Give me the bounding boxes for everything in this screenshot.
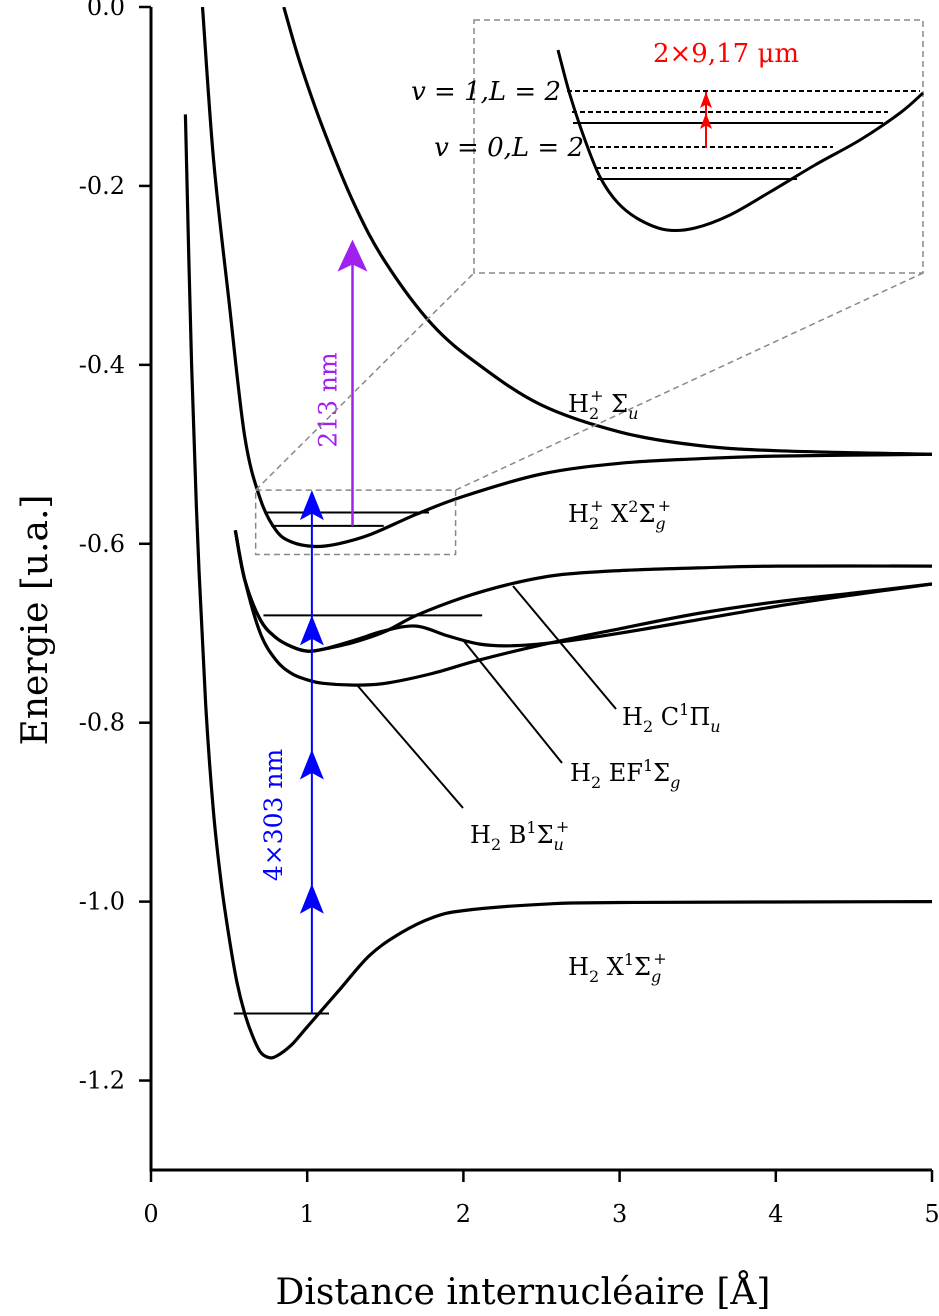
y-tick-label-0.0: 0.0 bbox=[87, 0, 125, 21]
state-label-h2plus_sigma_u: H2+ Σu bbox=[568, 386, 638, 423]
leader-b bbox=[356, 684, 464, 809]
y-tick-label--1.0: -1.0 bbox=[79, 888, 125, 916]
x-axis-title: Distance internucléaire [Å] bbox=[276, 1271, 771, 1313]
inset-level-label-3: v = 0,L = 2 bbox=[434, 133, 584, 163]
y-tick-label--0.8: -0.8 bbox=[79, 709, 125, 737]
x-tick-label-4: 4 bbox=[768, 1200, 783, 1228]
y-tick-label--1.2: -1.2 bbox=[79, 1067, 125, 1095]
x-tick-label-5: 5 bbox=[924, 1200, 939, 1228]
inset-zoom: v = 1,L = 2 v = 0,L = 2 2×9,17 μm bbox=[254, 19, 924, 556]
inset-well-curve bbox=[556, 49, 924, 233]
x-tick-label-3: 3 bbox=[612, 1200, 627, 1228]
leader-ef bbox=[462, 639, 563, 764]
inset-level-label-0: v = 1,L = 2 bbox=[411, 77, 561, 107]
y-tick-label--0.4: -0.4 bbox=[79, 351, 125, 379]
zoom-connector-left bbox=[255, 272, 475, 491]
state-label-h2_ef: H2 EF1Σg bbox=[570, 756, 680, 792]
curve-h2_x bbox=[183, 114, 932, 1060]
y-tick-label--0.2: -0.2 bbox=[79, 172, 125, 200]
x-tick-label-1: 1 bbox=[300, 1200, 315, 1228]
x-tick-label-0: 0 bbox=[143, 1200, 158, 1228]
arrowhead-blue_multiphoton-3 bbox=[299, 490, 324, 521]
arrowhead-blue_multiphoton-0 bbox=[299, 883, 324, 914]
arrowhead-blue_multiphoton-2 bbox=[299, 615, 324, 646]
curve-h2plus_x bbox=[200, 7, 932, 549]
inset-annotation: 2×9,17 μm bbox=[653, 39, 799, 69]
arrowhead-blue_multiphoton-1 bbox=[299, 749, 324, 780]
state-label-h2plus_x: H2+ X2Σg+ bbox=[568, 496, 671, 533]
leader-c bbox=[512, 585, 617, 710]
state-label-h2_c: H2 C1Πu bbox=[622, 700, 721, 736]
curves-layer bbox=[183, 7, 932, 1060]
curve-h2_ef bbox=[233, 529, 932, 653]
curve-h2_c bbox=[233, 529, 932, 653]
curve-h2plus_sigma_u bbox=[282, 7, 932, 456]
axes-layer: 0 1 2 3 4 5 0.0 -0.2 -0.4 -0.6 -0.8 -1.0 -1.2 bbox=[79, 0, 939, 1228]
y-axis-title: Energie [u.a.] bbox=[15, 495, 56, 746]
zoom-connector-right bbox=[455, 272, 924, 491]
arrowhead-purple_ionization-0 bbox=[337, 239, 368, 272]
zoom-source-box bbox=[254, 489, 457, 556]
curve-h2_b bbox=[233, 529, 932, 687]
state-label-h2_b: H2 B1Σu+ bbox=[470, 817, 569, 854]
transition-arrows-layer: 4×303 nm 213 nm bbox=[259, 239, 368, 1014]
transition-label-purple_ionization: 213 nm bbox=[313, 352, 342, 448]
y-tick-label--0.6: -0.6 bbox=[79, 530, 125, 558]
inset-red-arrowhead-0 bbox=[700, 92, 712, 108]
vibrational-levels-layer bbox=[233, 511, 483, 1015]
x-tick-label-2: 2 bbox=[456, 1200, 471, 1228]
transition-label-blue_multiphoton: 4×303 nm bbox=[259, 749, 288, 882]
state-label-h2_x: H2 X1Σg+ bbox=[568, 949, 667, 986]
inset-red-arrowhead-1 bbox=[700, 113, 712, 129]
